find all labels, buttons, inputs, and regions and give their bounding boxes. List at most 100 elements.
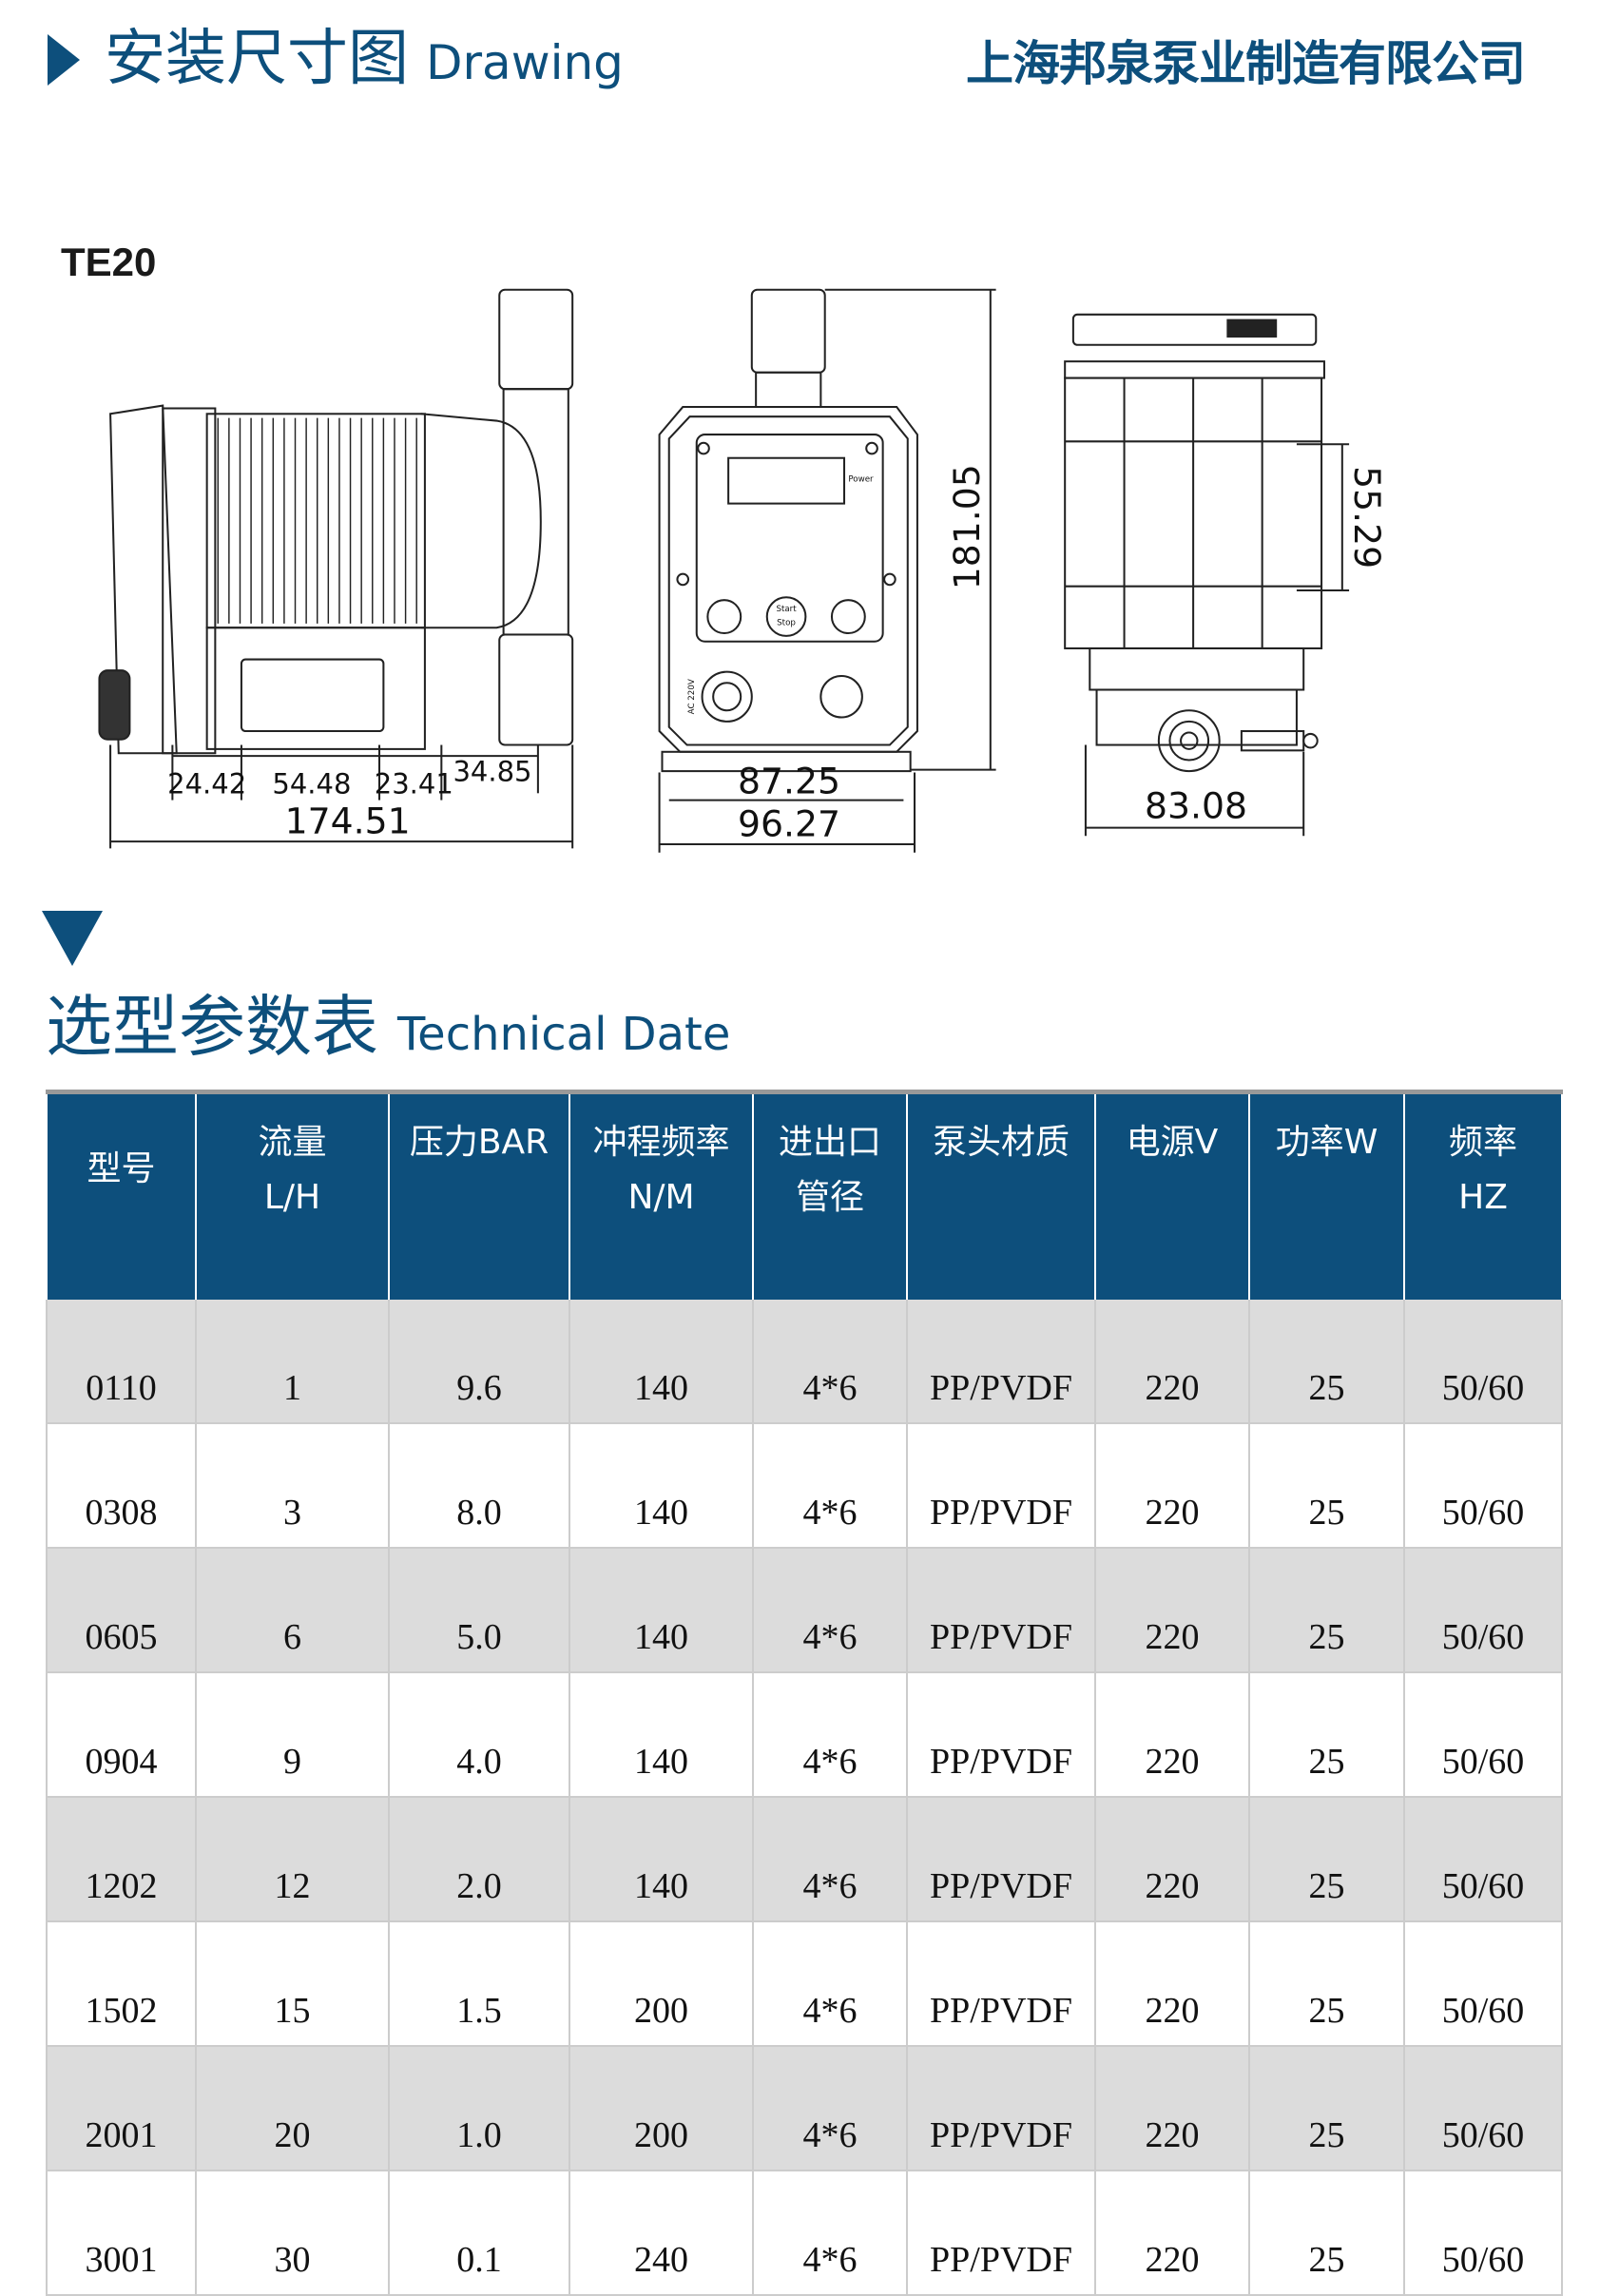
table-cell: 220	[1094, 1672, 1250, 1798]
table-cell: 220	[1094, 2171, 1250, 2296]
dim-label: 96.27	[738, 802, 840, 844]
table-cell: 4*6	[752, 1921, 908, 2047]
table-cell: 25	[1248, 2171, 1405, 2296]
table-cell: 4*6	[752, 1300, 908, 1424]
dim-label: 87.25	[738, 760, 840, 801]
drawing-section-title: 安装尺寸图 Drawing	[105, 24, 624, 94]
header-line: 流量	[258, 1123, 327, 1162]
technical-section-title: 选型参数表 Technical Date	[46, 988, 731, 1066]
table-cell: 140	[569, 1423, 754, 1549]
table-cell: 4*6	[752, 2046, 908, 2171]
table-cell: 25	[1248, 1423, 1405, 1549]
table-cell: 140	[569, 1672, 754, 1798]
dim-label: 34.85	[453, 755, 531, 787]
column-header: 冲程频率 N/M	[569, 1091, 754, 1300]
table-cell: 6	[195, 1548, 390, 1673]
top-view	[1064, 313, 1350, 837]
panel-label: Power	[848, 474, 874, 484]
table-cell: 15	[195, 1921, 390, 2047]
dim-label: 54.48	[272, 767, 351, 800]
table-row: 1502 15 1.5 200 4*6 PP/PVDF 220 25 50/60	[46, 1921, 1563, 2047]
table-cell: 240	[569, 2171, 754, 2296]
front-view	[658, 288, 996, 853]
table-cell: 4*6	[752, 1548, 908, 1673]
table-cell: PP/PVDF	[906, 2171, 1096, 2296]
dim-label: 83.08	[1145, 784, 1247, 826]
header-line: 压力BAR	[409, 1123, 549, 1162]
table-cell: 3001	[46, 2171, 197, 2296]
table-cell: 12	[195, 1797, 390, 1922]
column-header: 电源V	[1094, 1091, 1250, 1300]
table-cell: 220	[1094, 1423, 1250, 1549]
table-cell: 25	[1248, 1672, 1405, 1798]
header-line: L/H	[263, 1178, 321, 1217]
header-line: 管径	[795, 1178, 864, 1217]
table-cell: 50/60	[1403, 1300, 1563, 1424]
header-line: 功率W	[1275, 1123, 1378, 1162]
table-cell: 1	[195, 1300, 390, 1424]
column-header: 频率 HZ	[1403, 1091, 1563, 1300]
table-cell: 1202	[46, 1797, 197, 1922]
table-cell: 50/60	[1403, 1672, 1563, 1798]
table-cell: 4*6	[752, 1797, 908, 1922]
table-row: 0605 6 5.0 140 4*6 PP/PVDF 220 25 50/60	[46, 1548, 1563, 1673]
dim-label: 181.05	[946, 464, 988, 589]
table-cell: 25	[1248, 1921, 1405, 2047]
table-cell: 1502	[46, 1921, 197, 2047]
column-header: 流量 L/H	[195, 1091, 390, 1300]
column-header: 泵头材质	[906, 1091, 1096, 1300]
table-cell: 30	[195, 2171, 390, 2296]
column-header: 进出口 管径	[752, 1091, 908, 1300]
header-line: 泵头材质	[932, 1123, 1070, 1162]
column-header: 功率W	[1248, 1091, 1405, 1300]
table-cell: 25	[1248, 1300, 1405, 1424]
header-line: 频率	[1448, 1123, 1517, 1162]
table-cell: 25	[1248, 2046, 1405, 2171]
table-cell: 0904	[46, 1672, 197, 1798]
table-cell: 140	[569, 1797, 754, 1922]
table-cell: 2.0	[388, 1797, 570, 1922]
table-cell: 220	[1094, 1548, 1250, 1673]
dim-label: 174.51	[285, 800, 411, 841]
table-cell: 1.0	[388, 2046, 570, 2171]
company-name: 上海邦泉泵业制造有限公司	[966, 36, 1526, 91]
table-cell: PP/PVDF	[906, 1423, 1096, 1549]
header-line: 冲程频率	[592, 1123, 730, 1162]
table-cell: 4.0	[388, 1672, 570, 1798]
table-cell: 25	[1248, 1548, 1405, 1673]
table-cell: 50/60	[1403, 1548, 1563, 1673]
table-cell: 8.0	[388, 1423, 570, 1549]
table-cell: 220	[1094, 1921, 1250, 2047]
table-cell: 2001	[46, 2046, 197, 2171]
panel-label: AC 220V	[687, 679, 697, 714]
table-row: 0904 9 4.0 140 4*6 PP/PVDF 220 25 50/60	[46, 1672, 1563, 1798]
header-line: 电源V	[1126, 1123, 1219, 1162]
section-arrow-icon	[48, 34, 80, 86]
table-cell: 50/60	[1403, 1423, 1563, 1549]
column-header: 型号	[46, 1091, 197, 1300]
table-cell: 3	[195, 1423, 390, 1549]
table-cell: 50/60	[1403, 2171, 1563, 2296]
column-header: 压力BAR	[388, 1091, 570, 1300]
table-cell: 50/60	[1403, 1797, 1563, 1922]
table-cell: 0605	[46, 1548, 197, 1673]
table-cell: 220	[1094, 2046, 1250, 2171]
table-cell: PP/PVDF	[906, 2046, 1096, 2171]
panel-label: Start	[776, 605, 797, 614]
installation-drawing: 24.42 54.48 23.41 34.85 174.51 87.25 96.…	[98, 288, 1388, 853]
header-line: 型号	[87, 1149, 156, 1188]
table-cell: 4*6	[752, 1423, 908, 1549]
table-cell: 220	[1094, 1797, 1250, 1922]
spec-table: 型号 流量 L/H 压力BAR 冲程频率 N/M 进出口 管径 泵头材质 电源V 功率W 频率 HZ 0…	[46, 1090, 1563, 2296]
table-cell: 220	[1094, 1300, 1250, 1424]
header-line: HZ	[1458, 1178, 1508, 1217]
dim-label: 24.42	[167, 767, 246, 800]
table-row: 2001 20 1.0 200 4*6 PP/PVDF 220 25 50/60	[46, 2046, 1563, 2171]
table-cell: 9	[195, 1672, 390, 1798]
table-cell: 0110	[46, 1300, 197, 1424]
dim-label: 23.41	[375, 767, 453, 800]
table-cell: 25	[1248, 1797, 1405, 1922]
table-cell: 0308	[46, 1423, 197, 1549]
table-cell: 9.6	[388, 1300, 570, 1424]
table-cell: 4*6	[752, 1672, 908, 1798]
